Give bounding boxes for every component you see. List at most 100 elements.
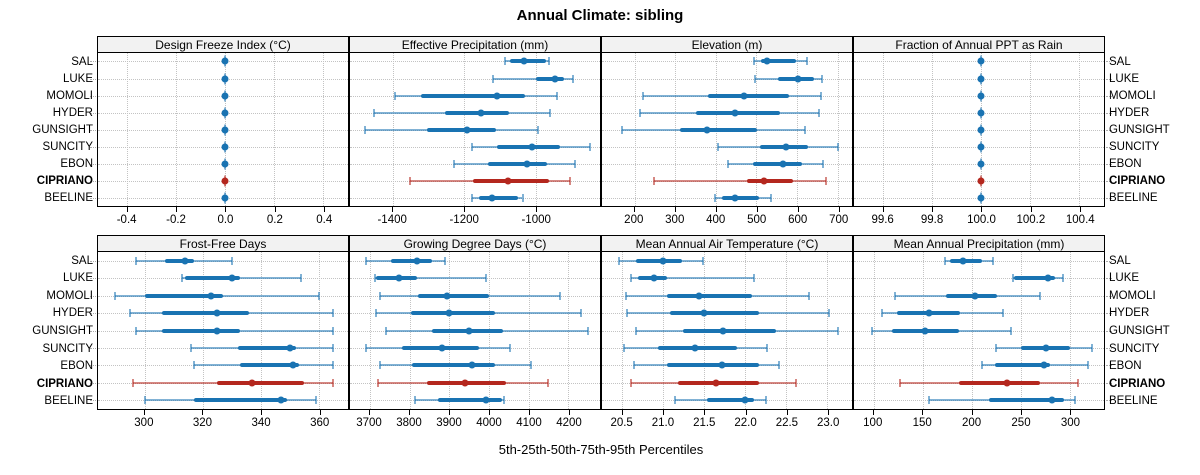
axis-tick-label: 340 [251,417,271,429]
median-dot [461,379,469,387]
whisker-cap-low [394,91,397,100]
axis-row-tick [1106,347,1112,349]
whisker-cap-low [365,256,368,265]
iqr-bar [193,398,287,403]
median-dot [445,309,453,317]
iqr-bar [479,195,519,200]
site-label-luke: LUKE [62,272,93,285]
site-label-ebon: EBON [60,360,93,373]
iqr-bar [420,93,525,98]
axis-row-tick [1106,260,1112,262]
iqr-bar [1013,276,1055,281]
whisker-cap-high [1091,343,1094,352]
axis-caption: 5th-25th-50th-75th-95th Percentiles [498,442,704,457]
site-labels-right-top: SAL LUKE MOMOLI HYDER GUNSIGHT SUNCITY EBON CIP… [1109,53,1200,207]
median-dot [959,257,967,265]
median-dot [443,292,451,300]
iqr-bar [670,311,760,316]
x-axis: 99.6 99.8 100.0 100.2 100.4 [853,207,1105,233]
axis-tick-label: 200 [624,214,644,226]
iqr-bar [753,161,802,166]
whisker-cap-low [376,378,379,387]
whisker-cap-low [995,343,998,352]
axis-tick [529,410,530,415]
median-dot [488,194,496,201]
whisker-cap-high [572,74,575,83]
axis-tick [786,410,788,415]
x-axis: -0.4 -0.2 0.0 0.2 0.4 [97,207,349,233]
median-dot [221,177,229,184]
site-label-gunsight: GUNSIGHT [32,325,93,337]
site-label-momoli: MOMOLI [46,289,93,302]
median-dot [1048,396,1056,404]
iqr-bar [958,380,1041,385]
site-label-suncity: SUNCITY [1109,141,1160,154]
site-label-suncity: SUNCITY [42,141,93,154]
whisker-cap-low [927,396,930,405]
axis-tick [932,207,934,212]
whisker-cap-high [332,378,335,387]
axis-tick [274,207,276,212]
median-dot [741,396,749,404]
whisker-cap-low [753,74,756,83]
whisker-cap-low [413,396,416,405]
whisker-cap-high [537,125,540,134]
whisker-cap-high [795,378,798,387]
axis-tick [176,207,178,212]
iqr-bar [438,398,502,403]
median-dot [977,92,985,99]
median-dot [659,257,667,265]
axis-tick [971,410,973,415]
axis-row-tick [90,129,96,131]
median-dot [691,344,699,352]
iqr-bar [427,127,497,132]
iqr-bar [412,363,496,368]
axis-tick [1070,410,1072,415]
whisker-cap-high [837,326,840,335]
whisker-cap-high [764,396,767,405]
whisker-cap-high [315,396,318,405]
iqr-bar [706,398,755,403]
iqr-bar [164,258,194,263]
axis-row-tick [90,295,96,297]
site-label-cipriano: CIPRIANO [1109,175,1166,188]
axis-tick [922,410,924,415]
axis-tick-label: 0.2 [266,214,283,226]
whisker-cap-low [624,291,627,300]
whisker-cap-high [444,256,447,265]
panel-strip: Effective Precipitation (mm) [349,36,601,53]
whisker-cap-low [726,159,729,168]
whisker-cap-low [716,142,719,151]
median-dot [760,177,768,184]
axis-tick-label: 700 [829,214,849,226]
median-dot [718,361,726,369]
axis-row-tick [90,78,96,80]
site-label-hyder: HYDER [52,307,93,320]
whisker-cap-high [806,57,809,66]
whisker-cap-low [114,291,117,300]
axis-tick [464,207,466,212]
whisker-cap-low [365,343,368,352]
median-dot [977,143,985,150]
median-dot [779,160,787,167]
whisker-cap-high [332,309,335,318]
median-dot [221,57,229,65]
axis-row-tick [1106,382,1112,384]
x-axis: 100 150 200 250 300 [853,410,1105,436]
whisker-cap-low [714,193,717,202]
axis-tick-label: 0.4 [316,214,333,226]
axis-row-tick [90,163,96,165]
median-dot [286,344,294,352]
x-axis: 300 320 340 360 [97,410,349,436]
whisker-cap-high [521,193,524,202]
axis-row-tick [90,260,96,262]
panel-design-freeze-index: Design Freeze Index (°C) -0.4 -0.2 0.0 0.2 0… [90,36,349,233]
axis-tick-label: 3800 [396,417,422,429]
median-dot [395,274,403,282]
panel-effective-precipitation: Effective Precipitation (mm) -1400 -1200-… [349,36,601,233]
axis-row-tick [90,313,96,315]
whisker-cap-low [375,309,378,318]
axis-tick [745,410,747,415]
whisker-cap-low [134,256,137,265]
axis-tick-label: 21.5 [693,417,716,429]
